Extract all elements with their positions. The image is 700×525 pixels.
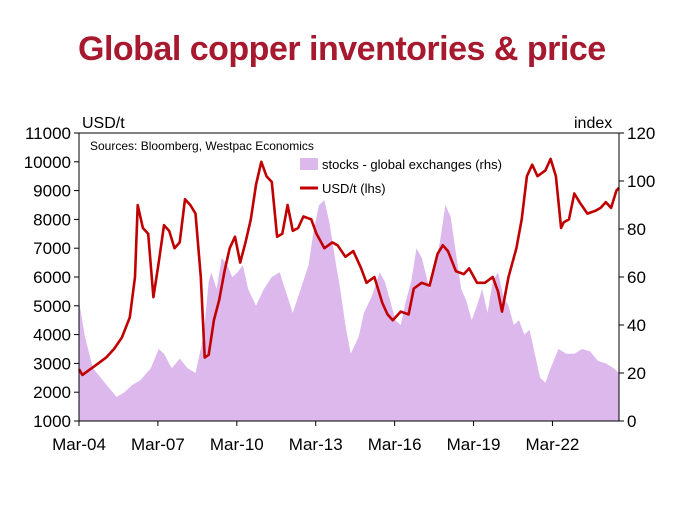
left-tick-label: 7000 xyxy=(33,239,71,258)
left-tick-label: 6000 xyxy=(33,268,71,287)
x-tick-label: Mar-07 xyxy=(131,435,185,454)
legend-label-stocks: stocks - global exchanges (rhs) xyxy=(322,157,502,172)
right-tick-label: 0 xyxy=(627,412,636,431)
x-tick-label: Mar-04 xyxy=(52,435,106,454)
right-tick-label: 40 xyxy=(627,316,646,335)
left-tick-label: 11000 xyxy=(25,124,71,143)
x-tick-label: Mar-16 xyxy=(368,435,422,454)
legend-label-price: USD/t (lhs) xyxy=(322,181,386,196)
x-tick-label: Mar-19 xyxy=(447,435,501,454)
x-tick-label: Mar-13 xyxy=(289,435,343,454)
right-tick-label: 80 xyxy=(627,220,646,239)
right-tick-label: 60 xyxy=(627,268,646,287)
legend-swatch-stocks xyxy=(300,158,318,170)
left-unit-label: USD/t xyxy=(82,115,125,132)
left-tick-label: 4000 xyxy=(33,326,71,345)
x-tick-label: Mar-10 xyxy=(210,435,264,454)
right-unit-label: index xyxy=(574,115,612,132)
legend: stocks - global exchanges (rhs) USD/t (lh… xyxy=(300,157,502,196)
left-tick-label: 2000 xyxy=(33,383,71,402)
left-tick-label: 10000 xyxy=(24,153,71,172)
left-tick-label: 5000 xyxy=(33,297,71,316)
right-tick-label: 120 xyxy=(627,124,655,143)
right-tick-label: 20 xyxy=(627,364,646,383)
price-line xyxy=(77,157,620,377)
stocks-area-layer xyxy=(79,200,619,421)
left-tick-label: 9000 xyxy=(33,182,71,201)
chart-title: Global copper inventories & price xyxy=(78,30,606,68)
right-tick-label: 100 xyxy=(627,172,655,191)
price-line-layer xyxy=(77,157,620,377)
stocks-area xyxy=(79,200,619,421)
x-tick-label: Mar-22 xyxy=(526,435,580,454)
left-tick-label: 8000 xyxy=(33,210,71,229)
source-note: Sources: Bloomberg, Westpac Economics xyxy=(90,139,314,153)
left-tick-label: 3000 xyxy=(33,354,71,373)
left-tick-label: 1000 xyxy=(33,412,71,431)
axes: 1000200030004000500060007000800090001000… xyxy=(24,124,656,454)
